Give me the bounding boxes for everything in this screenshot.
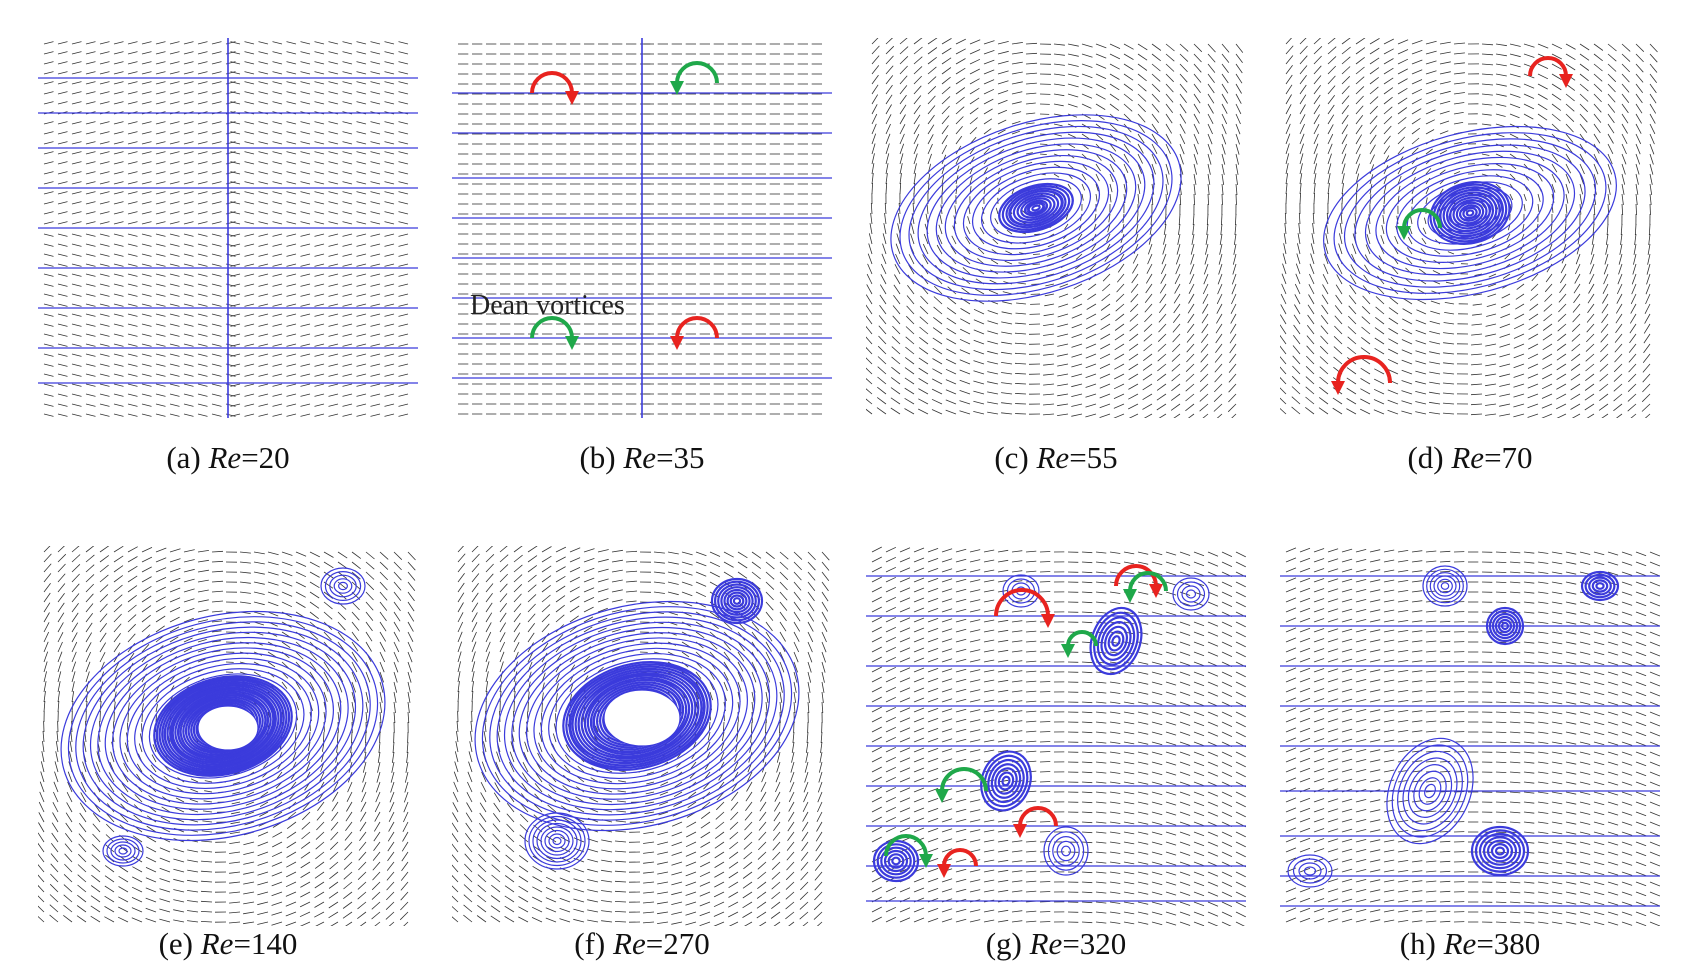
- vortex: [1089, 606, 1143, 676]
- corner-vortex: [710, 577, 764, 625]
- flow-field-c: [866, 38, 1244, 418]
- green-curl-arrow: [675, 61, 719, 84]
- velocity-vectors: [866, 38, 1244, 418]
- red-curl-arrow-head: [1149, 584, 1163, 598]
- green-curl-arrow: [530, 316, 574, 339]
- corner-vortex: [320, 567, 366, 605]
- green-curl-arrow-head: [1123, 589, 1137, 603]
- vortex: [980, 750, 1032, 812]
- vortex-core: [998, 182, 1074, 234]
- streamlines: [866, 575, 1246, 902]
- velocity-vectors: [43, 41, 409, 417]
- green-curl-arrow: [940, 767, 988, 792]
- caption-e: (e) Re=140: [158, 926, 298, 961]
- caption-c: (c) Re=55: [994, 440, 1118, 475]
- red-curl-arrow: [1018, 806, 1058, 827]
- caption-h: (h) Re=380: [1399, 926, 1541, 961]
- caption-d: (d) Re=70: [1407, 440, 1533, 475]
- green-curl-arrow-head: [670, 81, 684, 95]
- flow-field-e: [38, 546, 416, 926]
- panel-h: [1280, 546, 1660, 926]
- flow-field-a: [38, 38, 418, 418]
- caption-b: (b) Re=35: [579, 440, 705, 475]
- green-curl-arrow: [884, 834, 928, 857]
- vortex: [1485, 606, 1525, 646]
- flow-field-d: [1280, 38, 1658, 418]
- panel-c: [866, 38, 1246, 418]
- red-curl-arrow-head: [670, 336, 684, 350]
- vortex: [1172, 577, 1210, 611]
- vortex-core: [197, 705, 259, 751]
- green-curl-arrow: [1402, 208, 1442, 229]
- green-curl-arrow-head: [919, 854, 933, 868]
- red-curl-arrow: [994, 588, 1050, 617]
- vortex: [1580, 570, 1620, 602]
- red-curl-arrow-head: [937, 864, 951, 878]
- red-curl-arrow: [942, 848, 978, 867]
- flow-field-b: [452, 38, 832, 418]
- caption-a: (a) Re=20: [166, 440, 290, 475]
- vortex: [1287, 854, 1333, 888]
- red-curl-arrow-head: [1331, 381, 1345, 395]
- red-curl-arrow-head: [565, 91, 579, 105]
- panel-a: [38, 38, 418, 418]
- vortex: [1470, 825, 1530, 877]
- red-curl-arrow: [1336, 355, 1392, 384]
- caption-g: (g) Re=320: [985, 926, 1127, 961]
- red-curl-arrow: [675, 316, 719, 339]
- green-curl-arrow-head: [565, 336, 579, 350]
- flow-field-h: [1280, 547, 1660, 926]
- corner-vortex: [524, 812, 590, 870]
- panel-e: [38, 546, 418, 926]
- green-curl-arrow-head: [935, 789, 949, 803]
- panel-b: [452, 38, 832, 418]
- panel-g: [866, 546, 1246, 926]
- vortex-core: [1429, 181, 1511, 245]
- green-curl-arrow-head: [1397, 226, 1411, 240]
- vortex-core: [603, 689, 681, 747]
- corner-vortex: [102, 835, 144, 867]
- velocity-vectors: [458, 43, 822, 415]
- green-curl-arrow: [1066, 630, 1098, 647]
- red-curl-arrow: [1528, 56, 1568, 77]
- velocity-vectors: [1285, 547, 1660, 926]
- vortex: [1043, 826, 1089, 876]
- vortex: [872, 839, 920, 883]
- vortex: [1422, 565, 1468, 607]
- dean-vortices-label: Dean vortices: [470, 290, 625, 321]
- green-curl-arrow-head: [1061, 644, 1075, 658]
- red-curl-arrow-head: [1041, 614, 1055, 628]
- red-curl-arrow-head: [1559, 74, 1573, 88]
- red-curl-arrow-head: [1013, 824, 1027, 838]
- main-vortex: [1323, 125, 1617, 301]
- flow-field-g: [866, 546, 1246, 926]
- red-curl-arrow: [1114, 564, 1158, 587]
- red-curl-arrow: [530, 71, 574, 94]
- flow-field-f: [452, 546, 830, 926]
- vortex: [1386, 737, 1474, 845]
- panel-f: [452, 546, 832, 926]
- panel-d: [1280, 38, 1660, 418]
- caption-f: (f) Re=270: [574, 926, 710, 961]
- streamlines: [1280, 575, 1660, 907]
- green-curl-arrow: [1128, 571, 1168, 592]
